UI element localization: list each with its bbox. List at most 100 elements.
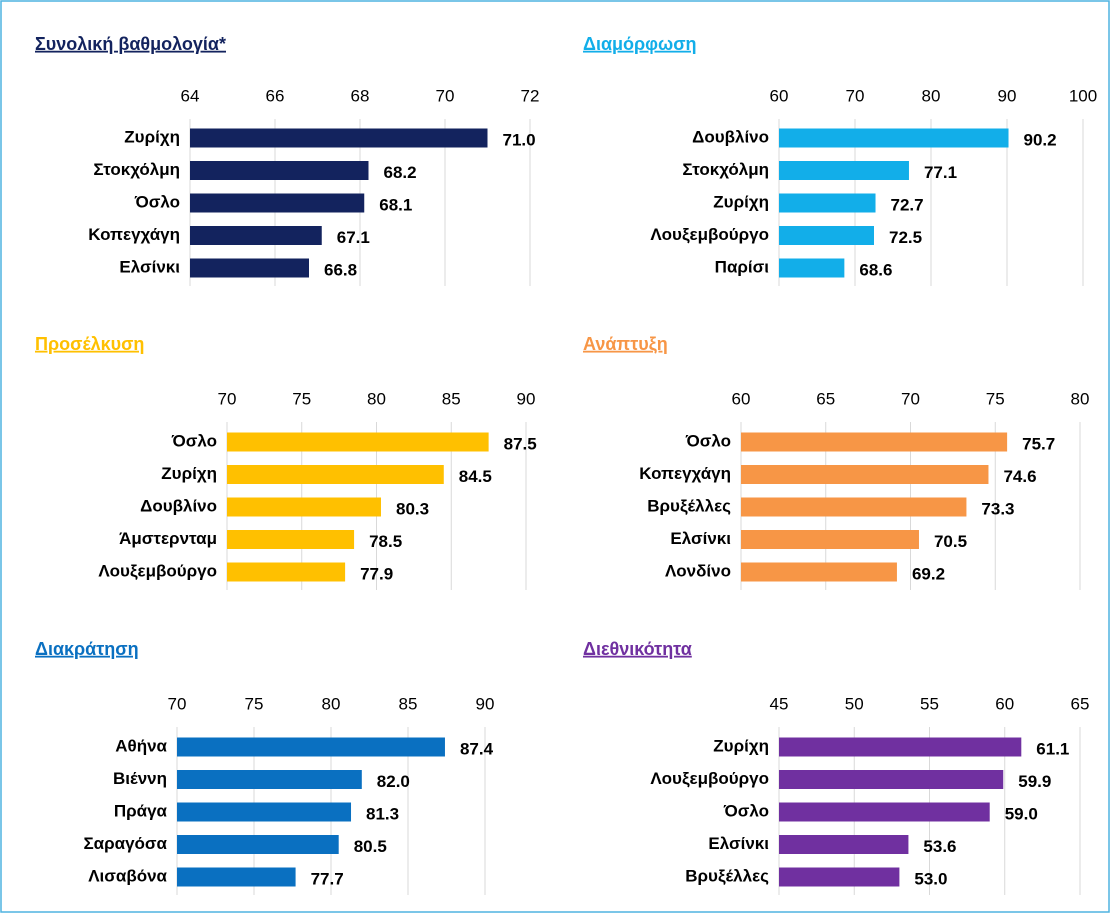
x-tick-label: 68	[351, 86, 370, 105]
bar	[779, 226, 874, 245]
category-label: Ελσίνκι	[708, 834, 769, 853]
bar	[227, 432, 489, 452]
bar	[177, 770, 362, 789]
bar	[190, 128, 488, 148]
category-label: Στοκχόλμη	[682, 160, 769, 179]
bar	[741, 562, 897, 582]
category-label: Πράγα	[114, 801, 168, 820]
bar	[779, 867, 900, 887]
x-tick-label: 60	[995, 694, 1014, 713]
x-tick-label: 85	[442, 389, 461, 408]
x-tick-label: 90	[998, 86, 1017, 105]
category-label: Λονδίνο	[665, 561, 731, 580]
value-label: 73.3	[981, 499, 1014, 518]
category-label: Ζυρίχη	[713, 736, 769, 755]
value-label: 53.0	[914, 869, 947, 888]
value-label: 71.0	[503, 130, 536, 149]
value-label: 77.1	[924, 163, 957, 182]
category-label: Ζυρίχη	[161, 464, 217, 483]
value-label: 78.5	[369, 532, 402, 551]
bar	[741, 465, 989, 484]
value-label: 70.5	[934, 532, 967, 551]
panel-title: Ανάπτυξη	[583, 334, 668, 355]
x-tick-label: 45	[770, 694, 789, 713]
category-label: Όσλο	[134, 192, 180, 211]
panel-title: Διαμόρφωση	[583, 34, 697, 54]
x-tick-label: 65	[1071, 694, 1090, 713]
category-label: Λισαβόνα	[88, 866, 167, 885]
x-tick-label: 70	[901, 389, 920, 408]
value-label: 80.5	[354, 837, 387, 856]
bar	[227, 562, 346, 582]
x-tick-label: 80	[922, 86, 941, 105]
category-label: Βρυξέλλες	[647, 496, 731, 515]
value-label: 68.1	[379, 195, 412, 214]
value-label: 67.1	[337, 228, 370, 247]
category-label: Δουβλίνο	[692, 127, 769, 146]
value-label: 87.4	[460, 739, 494, 758]
panel-title: Διεθνικότητα	[583, 639, 692, 659]
value-label: 77.9	[360, 564, 393, 583]
x-tick-label: 90	[517, 389, 536, 408]
bar	[741, 432, 1008, 452]
category-label: Βιέννη	[113, 769, 167, 788]
category-label: Λουξεμβούργο	[650, 769, 769, 788]
category-label: Ζυρίχη	[124, 127, 180, 146]
value-label: 68.2	[384, 163, 417, 182]
panel-title: Προσέλκυση	[35, 334, 144, 354]
category-label: Στοκχόλμη	[93, 160, 180, 179]
category-label: Δουβλίνο	[140, 496, 217, 515]
x-tick-label: 85	[399, 694, 418, 713]
value-label: 72.7	[891, 195, 924, 214]
category-label: Κοπεγχάγη	[88, 225, 180, 244]
category-label: Όσλο	[723, 801, 769, 820]
value-label: 69.2	[912, 564, 945, 583]
x-tick-label: 75	[245, 694, 264, 713]
category-label: Σαραγόσα	[83, 834, 167, 853]
value-label: 66.8	[324, 260, 357, 279]
x-tick-label: 66	[266, 86, 285, 105]
bar	[227, 497, 381, 517]
value-label: 77.7	[311, 869, 344, 888]
bar	[177, 835, 339, 854]
x-tick-label: 60	[732, 389, 751, 408]
x-tick-label: 90	[476, 694, 495, 713]
value-label: 53.6	[923, 837, 956, 856]
value-label: 84.5	[459, 467, 492, 486]
x-tick-label: 75	[986, 389, 1005, 408]
x-tick-label: 60	[770, 86, 789, 105]
category-label: Αθήνα	[115, 736, 167, 755]
value-label: 59.0	[1005, 804, 1038, 823]
category-label: Ελσίνκι	[670, 529, 731, 548]
bar	[227, 530, 355, 549]
bar	[779, 128, 1009, 148]
category-label: Κοπεγχάγη	[639, 464, 731, 483]
value-label: 82.0	[377, 772, 410, 791]
category-label: Παρίσι	[715, 257, 770, 276]
bar	[227, 465, 444, 484]
x-tick-label: 72	[521, 86, 540, 105]
bar	[190, 258, 309, 278]
x-tick-label: 65	[816, 389, 835, 408]
panel-title: Διακράτηση	[35, 639, 139, 659]
value-label: 87.5	[504, 434, 537, 453]
value-label: 75.7	[1022, 434, 1055, 453]
bar	[779, 835, 909, 854]
value-label: 80.3	[396, 499, 429, 518]
bar	[190, 226, 322, 245]
x-tick-label: 55	[920, 694, 939, 713]
bar	[779, 737, 1022, 757]
x-tick-label: 50	[845, 694, 864, 713]
bar	[177, 802, 352, 822]
bar	[779, 193, 876, 213]
value-label: 81.3	[366, 804, 399, 823]
value-label: 59.9	[1018, 772, 1051, 791]
bar	[779, 258, 845, 278]
bar	[741, 497, 967, 517]
bar	[779, 802, 990, 822]
bar	[190, 193, 365, 213]
x-tick-label: 80	[1071, 389, 1090, 408]
bar	[177, 867, 296, 887]
